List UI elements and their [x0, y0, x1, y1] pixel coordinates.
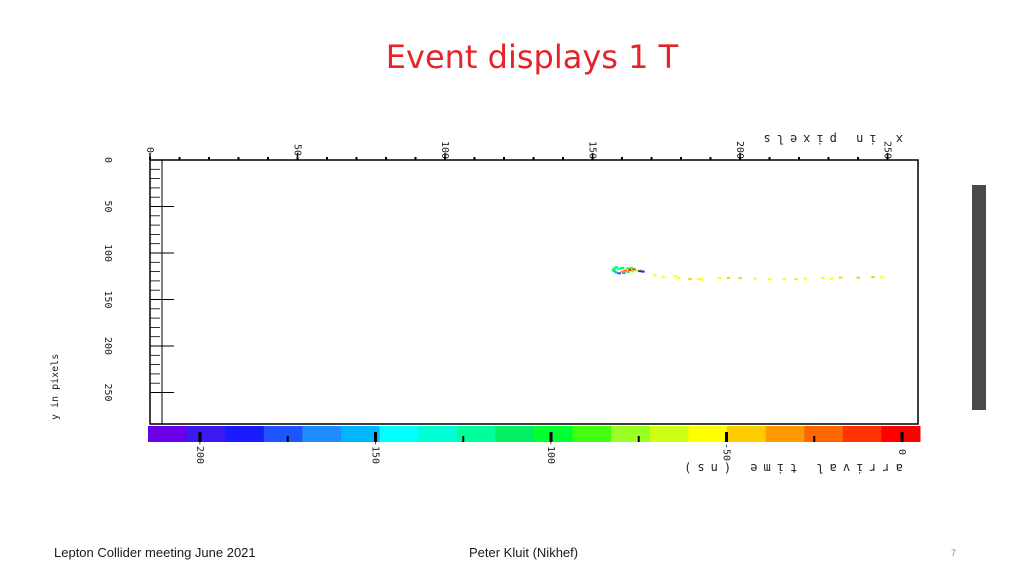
y-tick-label: 0 — [102, 157, 113, 163]
page-number: 7 — [951, 548, 957, 558]
colorbar-segment — [572, 426, 612, 442]
hit-point — [632, 268, 636, 271]
colorbar-segment — [225, 426, 265, 442]
y-tick-label: 100 — [102, 244, 113, 262]
hit-point — [726, 276, 731, 279]
hit-point — [829, 277, 834, 280]
hit-point — [617, 267, 622, 270]
hit-point — [661, 276, 666, 279]
y-tick-label: 50 — [102, 200, 113, 212]
colorbar-tick-label: -150 — [370, 440, 381, 464]
colorbar-segment — [418, 426, 458, 442]
plot-frame — [149, 159, 919, 425]
hit-point — [617, 272, 622, 275]
colorbar-segment — [649, 426, 689, 442]
y-axis-title: y in pixels — [50, 354, 61, 420]
hit-point — [676, 277, 681, 280]
colorbar-segment — [379, 426, 419, 442]
hit-point — [794, 278, 799, 281]
x-tick-label: 200 — [734, 141, 745, 159]
colorbar-segment — [804, 426, 844, 442]
side-info-block — [972, 185, 986, 410]
hit-point — [630, 270, 635, 273]
x-tick-label: 100 — [439, 141, 450, 159]
x-tick-label: 0 — [144, 147, 155, 153]
hit-point — [880, 276, 884, 279]
hit-point — [627, 268, 632, 271]
hit-point — [641, 270, 645, 273]
hit-point — [821, 277, 825, 280]
y-tick-label: 200 — [102, 337, 113, 355]
x-tick-label: 50 — [292, 144, 303, 156]
hit-point — [620, 270, 624, 273]
hit-point — [612, 270, 617, 273]
colorbar-segment — [842, 426, 882, 442]
colorbar-segment — [148, 426, 188, 442]
hit-point — [614, 265, 619, 268]
colorbar-segment — [611, 426, 651, 442]
colorbar-segment — [495, 426, 535, 442]
colorbar-segment — [341, 426, 381, 442]
colorbar-tick-label: -100 — [545, 440, 556, 464]
hit-point — [620, 266, 624, 269]
hit-point — [623, 269, 627, 272]
hit-point — [697, 278, 701, 281]
top-axis-title: x in pixels — [758, 132, 903, 146]
x-tick-label: 150 — [587, 141, 598, 159]
hit-point — [621, 271, 626, 274]
colorbar-segment — [186, 426, 226, 442]
hit-point — [871, 276, 875, 279]
hit-point — [629, 266, 633, 269]
slide-title: Event displays 1 T — [385, 38, 679, 76]
colorbar-tick-label: -50 — [721, 443, 732, 461]
hit-point — [688, 277, 692, 280]
hit-point — [613, 267, 617, 270]
hit-point — [782, 278, 787, 281]
hit-point — [638, 270, 642, 273]
colorbar-segment — [688, 426, 728, 442]
hit-point — [768, 278, 772, 281]
hit-point — [652, 274, 657, 277]
hit-point — [717, 277, 722, 280]
footer-meeting: Lepton Collider meeting June 2021 — [54, 545, 256, 560]
hit-point — [856, 276, 860, 279]
colorbar-segment — [727, 426, 767, 442]
hit-point — [838, 276, 843, 279]
y-tick-label: 250 — [102, 383, 113, 401]
hit-point — [738, 277, 742, 280]
hit-point — [700, 278, 704, 281]
colorbar-segment — [534, 426, 574, 442]
x-tick-label: 250 — [882, 141, 893, 159]
colorbar-segment — [263, 426, 303, 442]
hit-point — [803, 277, 807, 280]
colorbar-segment — [456, 426, 496, 442]
hit-point — [614, 271, 619, 274]
hit-point — [626, 271, 630, 274]
colorbar-tick-label: -200 — [194, 440, 205, 464]
colorbar-tick-label: 0 — [896, 449, 907, 455]
footer-author: Peter Kluit (Nikhef) — [469, 545, 579, 560]
colorbar-axis-title: arrival time (ns) — [678, 461, 903, 475]
hit-point — [753, 277, 757, 280]
colorbar-segment — [302, 426, 342, 442]
colorbar-segment — [765, 426, 805, 442]
hit-point — [611, 268, 616, 271]
hit-point — [626, 267, 630, 270]
y-tick-label: 150 — [102, 290, 113, 308]
hit-point — [635, 269, 639, 272]
hit-point — [673, 275, 678, 278]
